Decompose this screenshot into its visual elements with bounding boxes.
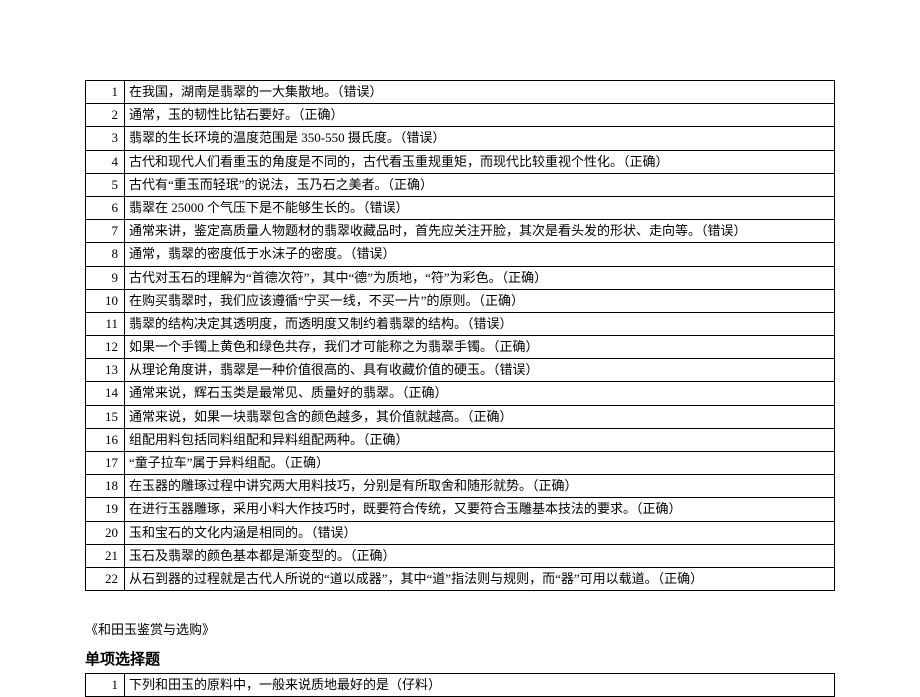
row-text: 在进行玉器雕琢，采用小料大作技巧时，既要符合传统，又要符合玉雕基本技法的要求。（… [125, 498, 835, 521]
table-row: 6翡翠在 25000 个气压下是不能够生长的。（错误） [86, 196, 835, 219]
row-number: 15 [86, 405, 125, 428]
row-text: 通常来讲，鉴定高质量人物题材的翡翠收藏品时，首先应关注开脸，其次是看头发的形状、… [125, 220, 835, 243]
row-number: 17 [86, 452, 125, 475]
table-row: 4古代和现代人们看重玉的角度是不同的，古代看玉重规重矩，而现代比较重视个性化。（… [86, 150, 835, 173]
table-row: 8通常，翡翠的密度低于水沫子的密度。（错误） [86, 243, 835, 266]
table-row: 13从理论角度讲，翡翠是一种价值很高的、具有收藏价值的硬玉。（错误） [86, 359, 835, 382]
row-text: 在我国，湖南是翡翠的一大集散地。（错误） [125, 81, 835, 104]
row-text: 玉石及翡翠的颜色基本都是渐变型的。（正确） [125, 544, 835, 567]
row-number: 20 [86, 521, 125, 544]
section-heading: 单项选择题 [85, 648, 835, 669]
questions-table-2: 1下列和田玉的原料中，一般来说质地最好的是（仔料） [85, 673, 835, 697]
table-row: 1在我国，湖南是翡翠的一大集散地。（错误） [86, 81, 835, 104]
row-text: 翡翠的结构决定其透明度，而透明度又制约着翡翠的结构。（错误） [125, 312, 835, 335]
table-row: 3翡翠的生长环境的温度范围是 350-550 摄氏度。（错误） [86, 127, 835, 150]
row-text: 古代有“重玉而轻珉”的说法，玉乃石之美者。（正确） [125, 173, 835, 196]
table-row: 11翡翠的结构决定其透明度，而透明度又制约着翡翠的结构。（错误） [86, 312, 835, 335]
row-text: 在玉器的雕琢过程中讲究两大用料技巧，分别是有所取舍和随形就势。（正确） [125, 475, 835, 498]
row-number: 3 [86, 127, 125, 150]
row-number: 12 [86, 336, 125, 359]
row-text: 古代对玉石的理解为“首德次符”，其中“德”为质地，“符”为彩色。（正确） [125, 266, 835, 289]
row-number: 10 [86, 289, 125, 312]
row-number: 2 [86, 104, 125, 127]
table-row: 19在进行玉器雕琢，采用小料大作技巧时，既要符合传统，又要符合玉雕基本技法的要求… [86, 498, 835, 521]
row-number: 22 [86, 567, 125, 590]
row-number: 1 [86, 674, 125, 697]
row-number: 11 [86, 312, 125, 335]
row-text: 翡翠在 25000 个气压下是不能够生长的。（错误） [125, 196, 835, 219]
table-row: 16组配用料包括同料组配和异料组配两种。（正确） [86, 428, 835, 451]
row-text: 翡翠的生长环境的温度范围是 350-550 摄氏度。（错误） [125, 127, 835, 150]
row-number: 4 [86, 150, 125, 173]
row-text: 古代和现代人们看重玉的角度是不同的，古代看玉重规重矩，而现代比较重视个性化。（正… [125, 150, 835, 173]
table-row: 2通常，玉的韧性比钻石要好。（正确） [86, 104, 835, 127]
row-text: 通常，玉的韧性比钻石要好。（正确） [125, 104, 835, 127]
row-text: 在购买翡翠时，我们应该遵循“宁买一线，不买一片”的原则。（正确） [125, 289, 835, 312]
row-number: 6 [86, 196, 125, 219]
table-row: 7通常来讲，鉴定高质量人物题材的翡翠收藏品时，首先应关注开脸，其次是看头发的形状… [86, 220, 835, 243]
row-number: 21 [86, 544, 125, 567]
table-row: 15通常来说，如果一块翡翠包含的颜色越多，其价值就越高。（正确） [86, 405, 835, 428]
table-row: 20玉和宝石的文化内涵是相同的。（错误） [86, 521, 835, 544]
table-row: 12如果一个手镯上黄色和绿色共存，我们才可能称之为翡翠手镯。（正确） [86, 336, 835, 359]
table-row: 14通常来说，辉石玉类是最常见、质量好的翡翠。（正确） [86, 382, 835, 405]
row-number: 8 [86, 243, 125, 266]
row-text: 玉和宝石的文化内涵是相同的。（错误） [125, 521, 835, 544]
table-row: 21玉石及翡翠的颜色基本都是渐变型的。（正确） [86, 544, 835, 567]
row-number: 5 [86, 173, 125, 196]
table-row: 9古代对玉石的理解为“首德次符”，其中“德”为质地，“符”为彩色。（正确） [86, 266, 835, 289]
row-number: 14 [86, 382, 125, 405]
row-number: 1 [86, 81, 125, 104]
row-text: 通常，翡翠的密度低于水沫子的密度。（错误） [125, 243, 835, 266]
table-row: 5古代有“重玉而轻珉”的说法，玉乃石之美者。（正确） [86, 173, 835, 196]
row-text: 组配用料包括同料组配和异料组配两种。（正确） [125, 428, 835, 451]
row-text: 从理论角度讲，翡翠是一种价值很高的、具有收藏价值的硬玉。（错误） [125, 359, 835, 382]
table-row: 1下列和田玉的原料中，一般来说质地最好的是（仔料） [86, 674, 835, 697]
row-number: 7 [86, 220, 125, 243]
section-title: 《和田玉鉴赏与选购》 [85, 619, 835, 638]
row-number: 16 [86, 428, 125, 451]
row-number: 19 [86, 498, 125, 521]
questions-table-1: 1在我国，湖南是翡翠的一大集散地。（错误）2通常，玉的韧性比钻石要好。（正确）3… [85, 80, 835, 591]
row-number: 9 [86, 266, 125, 289]
row-number: 13 [86, 359, 125, 382]
table-row: 17“童子拉车”属于异料组配。（正确） [86, 452, 835, 475]
table-row: 18在玉器的雕琢过程中讲究两大用料技巧，分别是有所取舍和随形就势。（正确） [86, 475, 835, 498]
row-text: 从石到器的过程就是古代人所说的“道以成器”，其中“道”指法则与规则，而“器”可用… [125, 567, 835, 590]
row-number: 18 [86, 475, 125, 498]
row-text: 通常来说，如果一块翡翠包含的颜色越多，其价值就越高。（正确） [125, 405, 835, 428]
row-text: 如果一个手镯上黄色和绿色共存，我们才可能称之为翡翠手镯。（正确） [125, 336, 835, 359]
row-text: 通常来说，辉石玉类是最常见、质量好的翡翠。（正确） [125, 382, 835, 405]
table-row: 22从石到器的过程就是古代人所说的“道以成器”，其中“道”指法则与规则，而“器”… [86, 567, 835, 590]
row-text: “童子拉车”属于异料组配。（正确） [125, 452, 835, 475]
table-row: 10在购买翡翠时，我们应该遵循“宁买一线，不买一片”的原则。（正确） [86, 289, 835, 312]
row-text: 下列和田玉的原料中，一般来说质地最好的是（仔料） [125, 674, 835, 697]
